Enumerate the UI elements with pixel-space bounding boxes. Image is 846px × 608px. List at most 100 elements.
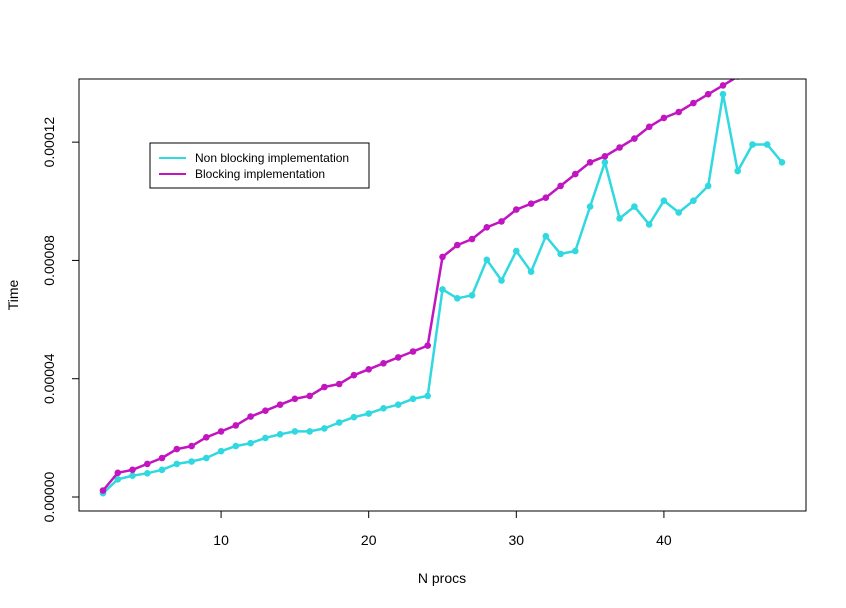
x-axis: 10 20 30 40 [213, 510, 672, 548]
data-point-blocking [335, 380, 343, 388]
data-point-non-blocking [513, 247, 520, 255]
data-point-blocking [144, 460, 151, 468]
data-point-non-blocking [291, 428, 299, 435]
data-point-blocking [675, 108, 682, 116]
x-tick-label: 40 [656, 532, 672, 548]
data-point-blocking [468, 235, 476, 243]
data-point-blocking [424, 342, 432, 349]
data-point-non-blocking [749, 141, 756, 148]
y-tick-label: 0.00004 [41, 353, 57, 404]
data-point-non-blocking [144, 470, 151, 477]
data-point-non-blocking [129, 472, 136, 480]
data-point-blocking [749, 64, 756, 71]
data-point-non-blocking [616, 215, 623, 222]
data-point-non-blocking [660, 197, 668, 204]
x-tick-label: 30 [509, 532, 525, 548]
data-point-blocking [291, 395, 299, 403]
data-point-blocking [439, 253, 446, 261]
y-tick-label: 0.00000 [41, 471, 57, 522]
data-point-blocking [276, 401, 284, 409]
data-point-non-blocking [394, 401, 402, 409]
data-point-non-blocking [321, 425, 328, 432]
data-point-non-blocking [173, 460, 181, 468]
data-point-non-blocking [454, 295, 461, 302]
data-point-blocking [321, 383, 328, 391]
data-point-blocking [262, 407, 269, 415]
data-point-non-blocking [527, 268, 535, 276]
data-point-blocking [498, 218, 505, 225]
data-point-non-blocking [114, 476, 122, 483]
y-axis-label: Time [5, 279, 21, 310]
data-point-blocking [631, 135, 638, 142]
legend-box [149, 142, 370, 189]
data-point-non-blocking [557, 250, 564, 258]
data-point-blocking [572, 170, 579, 178]
data-point-non-blocking [734, 167, 741, 175]
data-point-blocking [217, 428, 225, 435]
data-point-non-blocking [276, 431, 284, 438]
data-point-blocking [306, 392, 314, 400]
data-point-non-blocking [572, 247, 579, 255]
data-point-blocking [542, 194, 550, 201]
y-tick-label: 0.00012 [41, 117, 57, 168]
data-point-non-blocking [498, 277, 505, 284]
data-point-blocking [616, 144, 623, 151]
data-point-blocking [380, 360, 387, 367]
data-point-non-blocking [719, 90, 727, 98]
x-tick-label: 10 [213, 532, 229, 548]
data-point-blocking [394, 354, 402, 361]
data-point-blocking [203, 434, 210, 441]
data-point-non-blocking [365, 410, 373, 417]
data-point-non-blocking [704, 182, 712, 190]
x-tick-label: 20 [361, 532, 377, 548]
data-point-blocking [690, 99, 697, 107]
data-point-blocking [188, 442, 195, 450]
data-point-non-blocking [675, 209, 682, 216]
data-point-non-blocking [217, 447, 225, 455]
data-point-non-blocking [247, 439, 254, 447]
data-point-non-blocking [645, 221, 653, 228]
data-point-blocking [173, 445, 181, 453]
legend: Non blocking implementation Blocking imp… [149, 142, 370, 189]
data-point-blocking [99, 487, 107, 494]
data-point-non-blocking [631, 203, 638, 210]
data-point-non-blocking [586, 203, 594, 210]
data-point-non-blocking [424, 392, 432, 400]
data-point-non-blocking [409, 395, 417, 403]
data-point-non-blocking [380, 405, 387, 412]
series-layer [99, 64, 786, 497]
data-point-non-blocking [335, 419, 343, 426]
y-axis: 0.00000 0.00004 0.00008 0.00012 [41, 117, 80, 522]
data-point-non-blocking [306, 428, 314, 435]
data-point-blocking [645, 123, 653, 131]
y-tick-label: 0.00008 [41, 235, 57, 286]
data-point-blocking [704, 90, 712, 98]
data-point-blocking [365, 366, 373, 373]
data-point-blocking [158, 454, 166, 462]
data-point-blocking [350, 371, 358, 379]
data-point-blocking [586, 159, 594, 166]
data-point-non-blocking [778, 159, 786, 166]
data-point-non-blocking [158, 466, 166, 474]
data-point-blocking [247, 413, 254, 420]
data-point-blocking [513, 206, 520, 213]
data-point-blocking [129, 466, 136, 474]
data-point-blocking [660, 114, 668, 122]
data-point-non-blocking [483, 256, 491, 264]
data-point-blocking [601, 153, 609, 160]
data-point-non-blocking [262, 434, 269, 442]
data-point-blocking [527, 200, 535, 207]
data-point-blocking [232, 422, 240, 429]
data-point-non-blocking [468, 292, 476, 299]
data-point-non-blocking [350, 413, 358, 421]
data-point-blocking [719, 82, 727, 89]
data-point-non-blocking [439, 286, 446, 293]
data-point-blocking [483, 224, 491, 231]
legend-label-non-blocking: Non blocking implementation [195, 151, 349, 165]
x-axis-label: N procs [418, 570, 466, 586]
data-point-blocking [114, 469, 122, 477]
data-point-non-blocking [601, 159, 609, 166]
legend-label-blocking: Blocking implementation [195, 167, 325, 181]
data-point-non-blocking [690, 197, 697, 204]
